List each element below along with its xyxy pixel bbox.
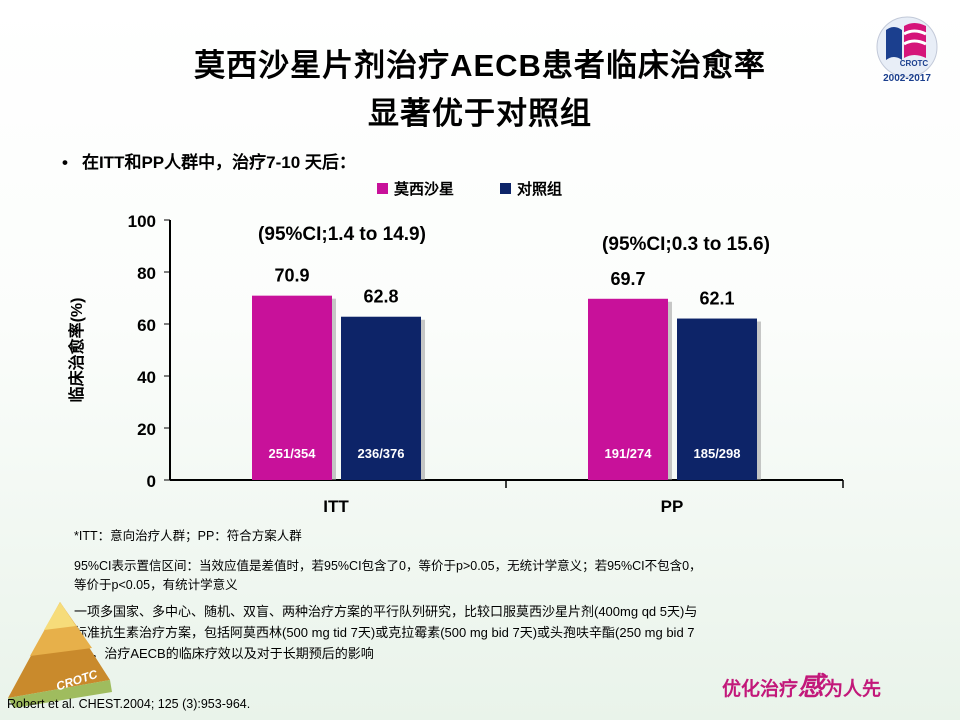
bar-itt-moxifloxacin [252, 295, 332, 480]
bar-itt-control [341, 316, 421, 480]
footnote-ci: 95%CI表示置信区间：当效应值是差值时，若95%CI包含了0，等价于p>0.0… [74, 557, 894, 595]
y-tick-label: 0 [147, 472, 156, 491]
footnote-ci-line1: 95%CI表示置信区间：当效应值是差值时，若95%CI包含了0，等价于p>0.0… [74, 559, 702, 573]
bar-pp-control [677, 318, 757, 480]
y-tick-label: 40 [137, 368, 156, 387]
legend-swatch-control [500, 183, 511, 194]
y-tick-label: 20 [137, 420, 156, 439]
ci-annotation-itt: (95%CI;1.4 to 14.9) [258, 224, 426, 245]
bullet-point: • 在ITT和PP人群中，治疗7-10 天后： [62, 148, 356, 173]
slogan-part1: 优化治疗 [722, 678, 799, 700]
slide-title-line1: 莫西沙星片剂治疗AECB患者临床治愈率 [194, 48, 766, 83]
legend-label-moxifloxacin: 莫西沙星 [394, 180, 454, 198]
logo-text: CROTC [900, 59, 929, 68]
study-description-line3: 天)，治疗AECB的临床疗效以及对于长期预后的影响 [74, 646, 374, 661]
slogan: 优化治疗感为人先 [722, 666, 881, 703]
chart-legend: 莫西沙星 对照组 [377, 180, 562, 198]
study-description: 一项多国家、多中心、随机、双盲、两种治疗方案的平行队列研究，比较口服莫西沙星片剂… [74, 601, 874, 664]
bar-count-label: 185/298 [694, 446, 741, 461]
slogan-part3: 为人先 [824, 678, 882, 700]
bar-value-label: 69.7 [610, 269, 645, 289]
bars-group: 70.9 251/354 62.8 236/376 69.7 191/274 62.1 185… [252, 266, 761, 480]
y-axis-label: 临床治愈率(%) [67, 298, 86, 403]
slide-title-line2: 显著优于对照组 [368, 96, 592, 131]
footnote-abbreviations: *ITT：意向治疗人群；PP：符合方案人群 [74, 529, 302, 543]
bar-value-label: 62.1 [699, 289, 734, 309]
crotc-pyramid-logo: CROTC [8, 602, 112, 708]
x-category-label-itt: ITT [323, 497, 349, 516]
y-tick-label: 100 [128, 212, 156, 231]
crotc-logo: CROTC 2002-2017 [876, 16, 938, 84]
study-description-line1: 一项多国家、多中心、随机、双盲、两种治疗方案的平行队列研究，比较口服莫西沙星片剂… [74, 604, 698, 619]
bar-count-label: 236/376 [358, 446, 405, 461]
slogan-part2: 感 [798, 672, 825, 702]
bar-pp-moxifloxacin [588, 298, 668, 480]
study-description-line2: 标准抗生素治疗方案，包括阿莫西林(500 mg tid 7天)或克拉霉素(500… [74, 625, 695, 640]
bullet-dot-icon: • [62, 153, 68, 172]
bullet-text: 在ITT和PP人群中，治疗7-10 天后： [81, 153, 356, 172]
footnote-ci-line2: 等价于p<0.05，有统计学意义 [74, 578, 238, 592]
y-tick-label: 60 [137, 316, 156, 335]
legend-label-control: 对照组 [517, 180, 562, 198]
ci-annotation-pp: (95%CI;0.3 to 15.6) [602, 234, 770, 255]
y-axis-ticks: 0 20 40 60 80 100 [128, 212, 170, 491]
y-tick-label: 80 [137, 264, 156, 283]
logo-years: 2002-2017 [883, 73, 931, 84]
x-category-label-pp: PP [661, 497, 684, 516]
bar-count-label: 191/274 [605, 446, 653, 461]
reference-citation: Robert et al. CHEST.2004; 125 (3):953-96… [7, 697, 251, 711]
bar-value-label: 70.9 [274, 266, 309, 286]
legend-swatch-moxifloxacin [377, 183, 388, 194]
bar-count-label: 251/354 [269, 446, 317, 461]
bar-value-label: 62.8 [363, 287, 398, 307]
